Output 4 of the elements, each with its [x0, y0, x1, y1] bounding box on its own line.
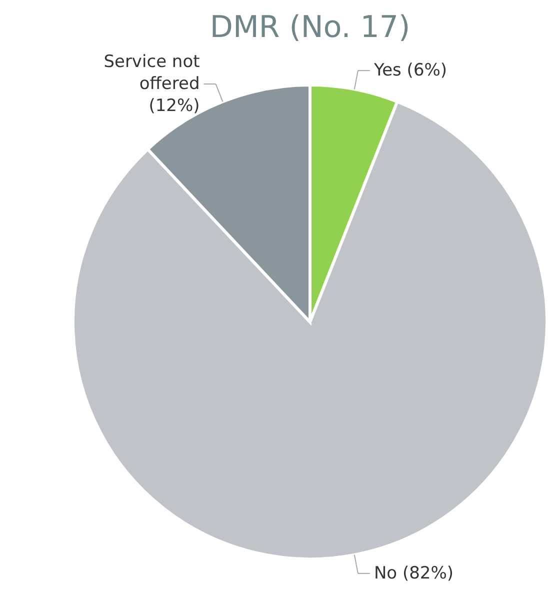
slice-label: Service not offered (12%) [104, 52, 200, 116]
slice-label: Yes (6%) [372, 60, 448, 81]
slice-label: No (82%) [374, 563, 454, 584]
chart-title: DMR (No. 17) [210, 10, 410, 45]
